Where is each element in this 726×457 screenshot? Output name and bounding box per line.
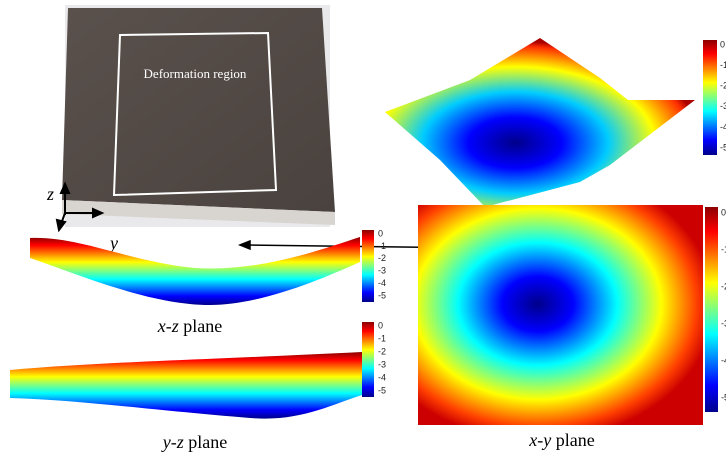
colorbar <box>703 40 717 155</box>
surface-3d <box>385 38 695 207</box>
caption-word: plane <box>183 316 222 336</box>
colorbar-tick-label: -5 <box>378 290 386 300</box>
caption: x-z plane <box>157 316 222 336</box>
colorbar-tick-label: -2 <box>720 81 726 91</box>
colorbar-tick-label: -3 <box>721 318 726 328</box>
colorbar-tick-label: -2 <box>378 346 386 356</box>
colorbar-tick-label: 0 <box>378 320 383 330</box>
colorbar <box>362 230 374 302</box>
yz-profile <box>10 352 362 419</box>
colorbar-tick-label: -5 <box>720 142 726 152</box>
caption-word: plane <box>556 430 595 450</box>
colorbar-tick-label: -4 <box>720 122 726 132</box>
caption-axes: x-y <box>528 430 551 450</box>
caption: x-y plane <box>528 430 594 450</box>
colorbar <box>705 207 718 412</box>
colorbar-tick-label: -3 <box>720 101 726 111</box>
colorbar-tick-label: -4 <box>378 278 386 288</box>
colorbar-tick-label: -3 <box>378 266 386 276</box>
caption-axes: y-z <box>161 432 184 452</box>
stone-slab <box>62 8 335 212</box>
colorbar-tick-label: 0 <box>721 207 726 217</box>
colorbar-tick-label: 0 <box>720 39 725 49</box>
colorbar-tick-label: -2 <box>378 253 386 263</box>
caption-axes: x-z <box>157 316 179 336</box>
colorbar-tick-label: -4 <box>721 355 726 365</box>
xy-map <box>418 205 703 425</box>
colorbar-tick-label: -5 <box>378 385 386 395</box>
region-label: Deformation region <box>144 66 247 81</box>
colorbar-tick-label: -2 <box>721 281 726 291</box>
axis-label: y <box>108 233 118 253</box>
colorbar-tick-label: 0 <box>378 228 383 238</box>
colorbar <box>362 322 374 397</box>
figure: Deformation region z x y x-z plane y-z p… <box>0 0 726 457</box>
caption-word: plane <box>188 432 227 452</box>
colorbar-tick-label: -1 <box>720 60 726 70</box>
caption: y-z plane <box>161 432 227 452</box>
colorbar-tick-label: -4 <box>378 372 386 382</box>
colorbar-tick-label: -5 <box>721 392 726 402</box>
colorbar-tick-label: -1 <box>721 244 726 254</box>
colorbar-tick-label: -1 <box>378 333 386 343</box>
axis-label: z <box>46 184 54 204</box>
colorbar-tick-label: -3 <box>378 359 386 369</box>
colorbar-tick-label: -1 <box>378 241 386 251</box>
xz-profile <box>30 237 360 305</box>
